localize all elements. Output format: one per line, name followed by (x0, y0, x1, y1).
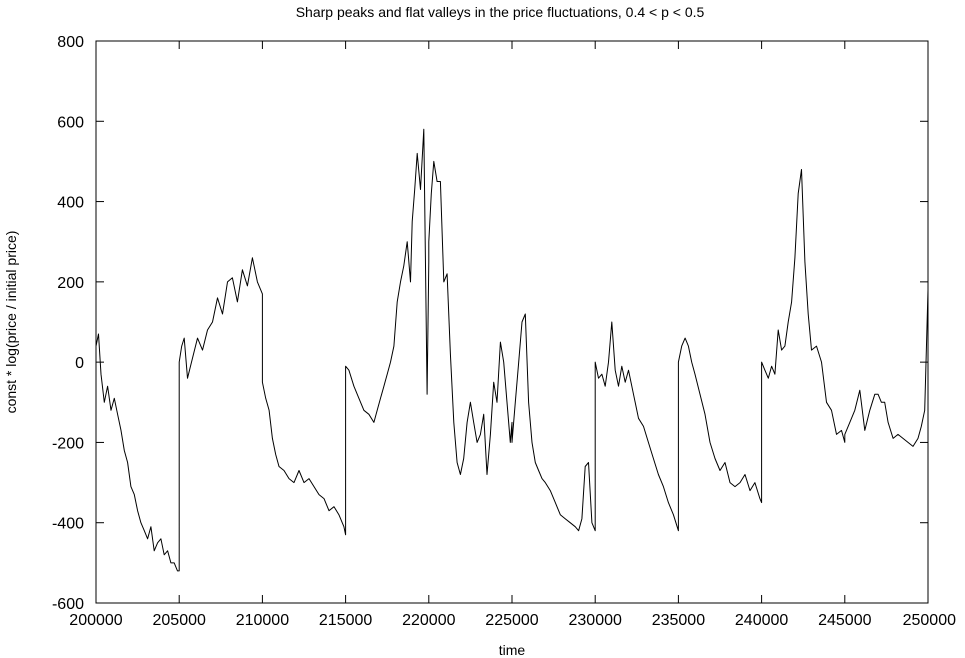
x-tick-label: 235000 (652, 612, 705, 629)
x-tick-label: 245000 (818, 612, 871, 629)
y-tick-label: 800 (57, 34, 84, 51)
series-layer (95, 128, 929, 572)
x-tick-label: 210000 (236, 612, 289, 629)
series-line (95, 128, 929, 572)
y-tick-label: 400 (57, 195, 84, 212)
x-tick-label: 240000 (735, 612, 788, 629)
y-axis-label: const * log(price / initial price) (3, 231, 19, 414)
x-axis-ticks: 200000 205000 210000 215000 220000 225000 2300… (69, 41, 956, 629)
x-axis-label: time (499, 642, 526, 658)
y-tick-label: -400 (52, 516, 84, 533)
x-tick-label: 230000 (569, 612, 622, 629)
y-axis-ticks: -600 -400 -200 0 200 400 600 800 (52, 34, 928, 613)
y-tick-label: -200 (52, 435, 84, 452)
x-tick-label: 205000 (153, 612, 206, 629)
x-tick-label: 220000 (402, 612, 455, 629)
y-tick-label: 0 (75, 355, 84, 372)
y-tick-label: 200 (57, 275, 84, 292)
x-tick-label: 225000 (485, 612, 538, 629)
x-tick-label: 200000 (69, 612, 122, 629)
plot-frame (95, 40, 929, 604)
x-tick-label: 215000 (319, 612, 372, 629)
y-tick-label: 600 (57, 114, 84, 131)
chart-title: Sharp peaks and flat valleys in the pric… (296, 4, 705, 20)
y-tick-label: -600 (52, 596, 84, 613)
x-tick-label: 250000 (903, 612, 956, 629)
